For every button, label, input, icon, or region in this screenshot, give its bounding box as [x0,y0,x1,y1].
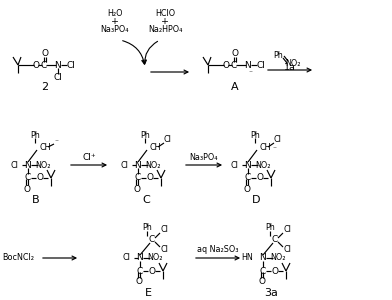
Text: Ph: Ph [265,224,275,232]
Text: Cl: Cl [160,245,168,254]
Text: C: C [135,173,141,182]
Text: N: N [134,160,142,169]
Text: Ph: Ph [273,50,283,59]
Text: HN: HN [241,254,253,262]
Text: E: E [145,288,151,298]
Text: O: O [232,49,238,58]
Text: O: O [223,61,229,70]
Text: Ph: Ph [250,130,260,140]
Text: +: + [161,17,169,26]
Text: Ph: Ph [30,130,40,140]
Text: O: O [258,278,265,286]
Text: NO₂: NO₂ [255,160,271,169]
Text: ⁻: ⁻ [272,145,276,154]
Text: C: C [260,266,266,275]
Text: 1a: 1a [284,64,296,73]
Text: aq Na₂SO₃: aq Na₂SO₃ [197,244,239,253]
Text: NO₂: NO₂ [147,254,163,262]
Text: N: N [260,254,267,262]
Text: CH: CH [260,142,272,152]
Text: Na₃PO₄: Na₃PO₄ [190,152,218,161]
Text: 3a: 3a [264,288,278,298]
Text: O: O [243,184,250,194]
Text: H₂O: H₂O [107,10,123,19]
Text: CH: CH [150,142,162,152]
Text: Cl: Cl [160,226,168,235]
Text: N: N [137,254,143,262]
Text: Cl: Cl [230,160,238,169]
Text: Cl: Cl [163,136,171,145]
Text: NO₂: NO₂ [270,254,286,262]
Text: O: O [42,49,49,58]
Text: BocNCl₂: BocNCl₂ [2,254,34,262]
Text: CH: CH [40,142,51,152]
Text: D: D [252,195,260,205]
Text: NO₂: NO₂ [145,160,161,169]
Text: HClO: HClO [155,10,175,19]
Text: C: C [137,266,143,275]
Text: ⁻: ⁻ [248,68,252,77]
Text: O: O [256,173,263,182]
Text: Cl: Cl [67,61,75,70]
Text: C: C [41,61,47,70]
Text: N: N [25,160,31,169]
Text: Na₃PO₄: Na₃PO₄ [101,26,129,34]
Text: O: O [134,184,140,194]
Text: Cl⁺: Cl⁺ [82,152,96,161]
Text: O: O [24,184,31,194]
Text: Ph: Ph [142,224,152,232]
Text: O: O [147,173,154,182]
Text: Cl: Cl [273,136,281,145]
Text: O: O [149,266,156,275]
Text: C: C [245,173,251,182]
Text: NO₂: NO₂ [35,160,51,169]
Text: ⁻: ⁻ [54,137,58,146]
Text: Ph: Ph [140,130,150,140]
Text: C: C [272,236,278,244]
Text: 2: 2 [42,82,49,92]
Text: Cl: Cl [10,160,18,169]
Text: Cl: Cl [283,245,291,254]
Text: O: O [33,61,40,70]
Text: C: C [149,236,155,244]
Text: Cl: Cl [122,254,130,262]
Text: A: A [231,82,239,92]
Text: Cl: Cl [120,160,128,169]
Text: C: C [25,173,31,182]
Text: O: O [36,173,44,182]
Text: C: C [142,195,150,205]
Text: C: C [231,61,237,70]
Text: NO₂: NO₂ [285,58,301,68]
Text: Cl: Cl [256,61,265,70]
Text: O: O [136,278,143,286]
Text: Cl: Cl [54,74,62,82]
Text: N: N [245,61,251,70]
Text: +: + [111,17,119,26]
Text: O: O [272,266,278,275]
Text: Cl: Cl [283,226,291,235]
Text: N: N [245,160,251,169]
Text: N: N [54,61,62,70]
Text: B: B [32,195,40,205]
Text: Na₂HPO₄: Na₂HPO₄ [148,26,182,34]
